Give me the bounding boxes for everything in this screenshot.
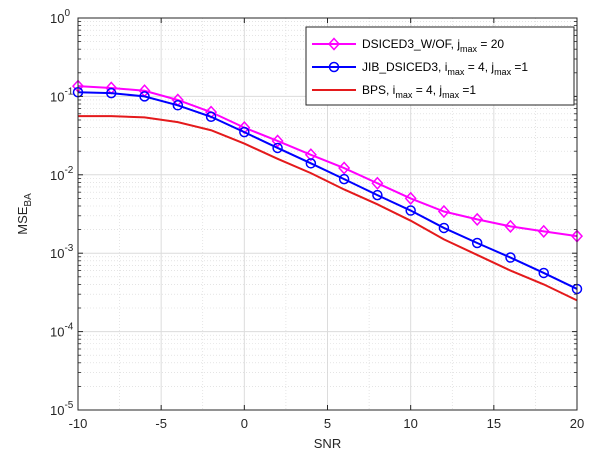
y-axis-label-base: MSE bbox=[15, 206, 30, 235]
y-tick-label-base: 10 bbox=[50, 325, 64, 340]
legend-marker bbox=[328, 61, 340, 73]
y-tick-label: 10-3 bbox=[50, 243, 74, 261]
y-axis-label-subscript: BA bbox=[23, 193, 34, 207]
x-tick-label: -5 bbox=[155, 416, 167, 431]
x-tick-label: -10 bbox=[69, 416, 88, 431]
series-2-line bbox=[77, 91, 578, 290]
legend-label-subscript: max bbox=[494, 67, 512, 77]
x-axis-label: SNR bbox=[314, 436, 341, 451]
series-2-point bbox=[471, 237, 483, 249]
series-1-point bbox=[504, 219, 517, 233]
series-2-point bbox=[172, 100, 184, 111]
series-2-point bbox=[205, 111, 217, 123]
legend-label-part: DSICED3_W/OF, j bbox=[362, 37, 460, 51]
y-tick-label-exponent: -3 bbox=[64, 243, 73, 254]
tick-marks bbox=[77, 17, 578, 411]
y-tick-label-base: 10 bbox=[50, 403, 64, 418]
series-1-point bbox=[471, 212, 484, 226]
y-tick-label-exponent: -5 bbox=[64, 400, 73, 411]
series-2-point bbox=[272, 142, 283, 154]
series-2-point bbox=[505, 252, 516, 263]
series-1-line bbox=[77, 85, 578, 238]
y-tick-label: 10-5 bbox=[50, 400, 74, 418]
legend-item-1: DSICED3_W/OF, jmax = 20 bbox=[312, 37, 504, 54]
y-tick-label-exponent: -1 bbox=[64, 86, 73, 97]
legend-label-part: JIB_DSICED3, i bbox=[362, 60, 447, 74]
series-3 bbox=[78, 115, 578, 302]
x-tick-label: 0 bbox=[241, 416, 248, 431]
series-2-point bbox=[438, 222, 450, 234]
y-tick-label: 10-2 bbox=[50, 165, 74, 183]
legend-item-2: JIB_DSICED3, imax = 4, jmax =1 bbox=[312, 60, 528, 77]
legend-label: JIB_DSICED3, imax = 4, jmax =1 bbox=[362, 60, 528, 77]
series-layer bbox=[71, 79, 584, 302]
series-2-point bbox=[372, 189, 383, 201]
legend-label-subscript: max bbox=[447, 67, 465, 77]
series-1-point bbox=[271, 134, 284, 148]
y-tick-label-base: 10 bbox=[50, 246, 64, 261]
y-tick-label-exponent: -2 bbox=[64, 165, 73, 176]
series-1-point bbox=[304, 148, 317, 162]
series-1-point bbox=[437, 204, 450, 219]
series-2-point bbox=[305, 158, 317, 169]
legend-label-subscript: max bbox=[442, 90, 460, 100]
series-3-line bbox=[78, 115, 578, 302]
legend-marker bbox=[327, 37, 341, 51]
series-2-point bbox=[139, 91, 150, 102]
series-2-point bbox=[239, 126, 250, 138]
series-1-point bbox=[537, 224, 550, 238]
series-2-point bbox=[106, 87, 117, 99]
series-2 bbox=[72, 86, 583, 295]
legend-item-3: BPS, imax = 4, jmax =1 bbox=[312, 83, 476, 100]
legend-label-part: BPS, i bbox=[362, 83, 395, 97]
x-tick-label: 20 bbox=[570, 416, 584, 431]
series-1-point bbox=[338, 161, 351, 175]
x-tick-labels: -10 -5 0 5 10 15 20 bbox=[69, 416, 585, 431]
x-tick-label: 15 bbox=[487, 416, 501, 431]
legend-label-subscript: max bbox=[460, 44, 478, 54]
legend-label: DSICED3_W/OF, jmax = 20 bbox=[362, 37, 504, 54]
y-tick-label: 100 bbox=[50, 8, 70, 26]
legend-label-part: =1 bbox=[511, 60, 528, 74]
x-tick-label: 10 bbox=[403, 416, 417, 431]
legend-label-part: = 4, j bbox=[412, 83, 442, 97]
series-1-point bbox=[404, 191, 417, 206]
y-tick-label-base: 10 bbox=[50, 11, 64, 26]
legend-label-part: = 20 bbox=[477, 37, 504, 51]
legend-label-subscript: max bbox=[395, 90, 413, 100]
legend-label-part: =1 bbox=[459, 83, 476, 97]
series-2-point bbox=[338, 173, 350, 185]
y-tick-label-base: 10 bbox=[50, 89, 64, 104]
legend-label-part: = 4, j bbox=[464, 60, 494, 74]
x-tick-label: 5 bbox=[324, 416, 331, 431]
y-tick-label: 10-1 bbox=[50, 86, 74, 104]
legend-label: BPS, imax = 4, jmax =1 bbox=[362, 83, 476, 100]
series-2-point bbox=[405, 205, 416, 216]
y-tick-label-exponent: 0 bbox=[64, 8, 70, 19]
series-1-point bbox=[371, 176, 384, 190]
y-tick-label-base: 10 bbox=[50, 168, 64, 183]
y-axis-label: MSEBA bbox=[15, 193, 34, 235]
y-tick-label: 10-4 bbox=[50, 322, 74, 340]
series-2-point bbox=[538, 267, 549, 279]
y-tick-label-exponent: -4 bbox=[64, 322, 73, 333]
